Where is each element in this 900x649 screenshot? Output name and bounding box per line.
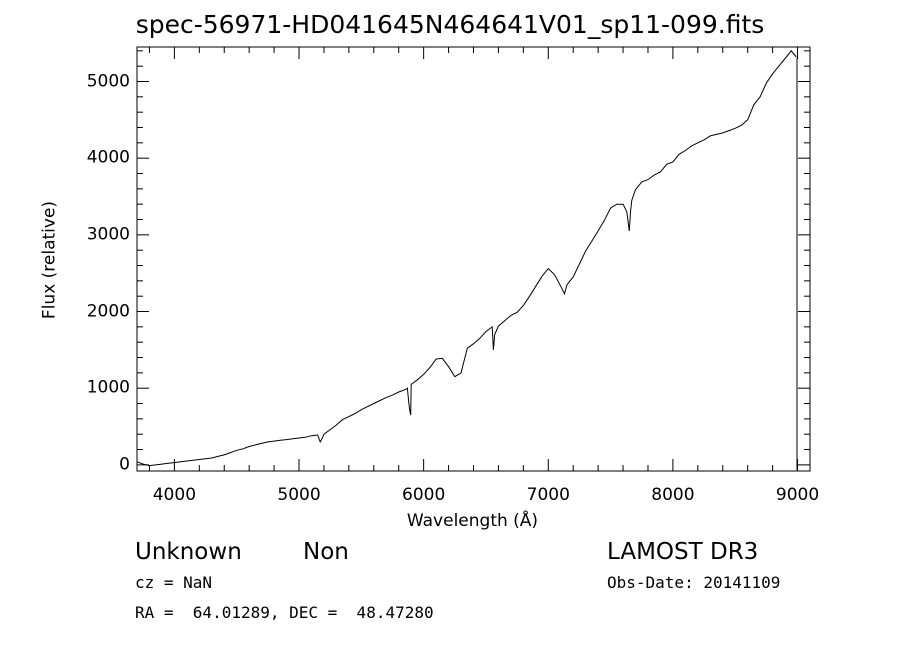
observation-date: Obs-Date: 20141109: [607, 573, 781, 592]
x-tick-label: 5000: [277, 485, 321, 505]
x-tick-label: 6000: [402, 485, 446, 505]
y-tick-label: 4000: [86, 147, 130, 168]
y-tick-label: 5000: [86, 71, 130, 91]
object-class: Unknown: [135, 539, 242, 565]
y-tick-label: 1000: [86, 377, 130, 398]
x-axis-label: Wavelength (Å): [406, 511, 539, 531]
axis-ticks: [137, 47, 810, 471]
survey-name: LAMOST DR3: [607, 539, 759, 565]
y-axis-label: Flux (relative): [39, 200, 60, 320]
y-tick-label: 0: [119, 454, 130, 475]
x-tick-label: 8000: [651, 485, 695, 505]
object-subclass: Non: [303, 539, 349, 565]
x-tick-label: 4000: [152, 485, 197, 505]
ra-dec-coordinates: RA = 64.01289, DEC = 48.47280: [135, 603, 434, 622]
y-tick-label: 3000: [86, 224, 130, 245]
spectrum-line: [136, 50, 797, 467]
redshift-cz: cz = NaN: [135, 573, 213, 592]
y-tick-label: 2000: [86, 301, 130, 322]
x-tick-label: 7000: [526, 485, 570, 505]
x-tick-label: 9000: [775, 485, 820, 505]
plot-frame: [136, 46, 811, 472]
chart-title: spec-56971-HD041645N464641V01_sp11-099.f…: [135, 10, 765, 39]
